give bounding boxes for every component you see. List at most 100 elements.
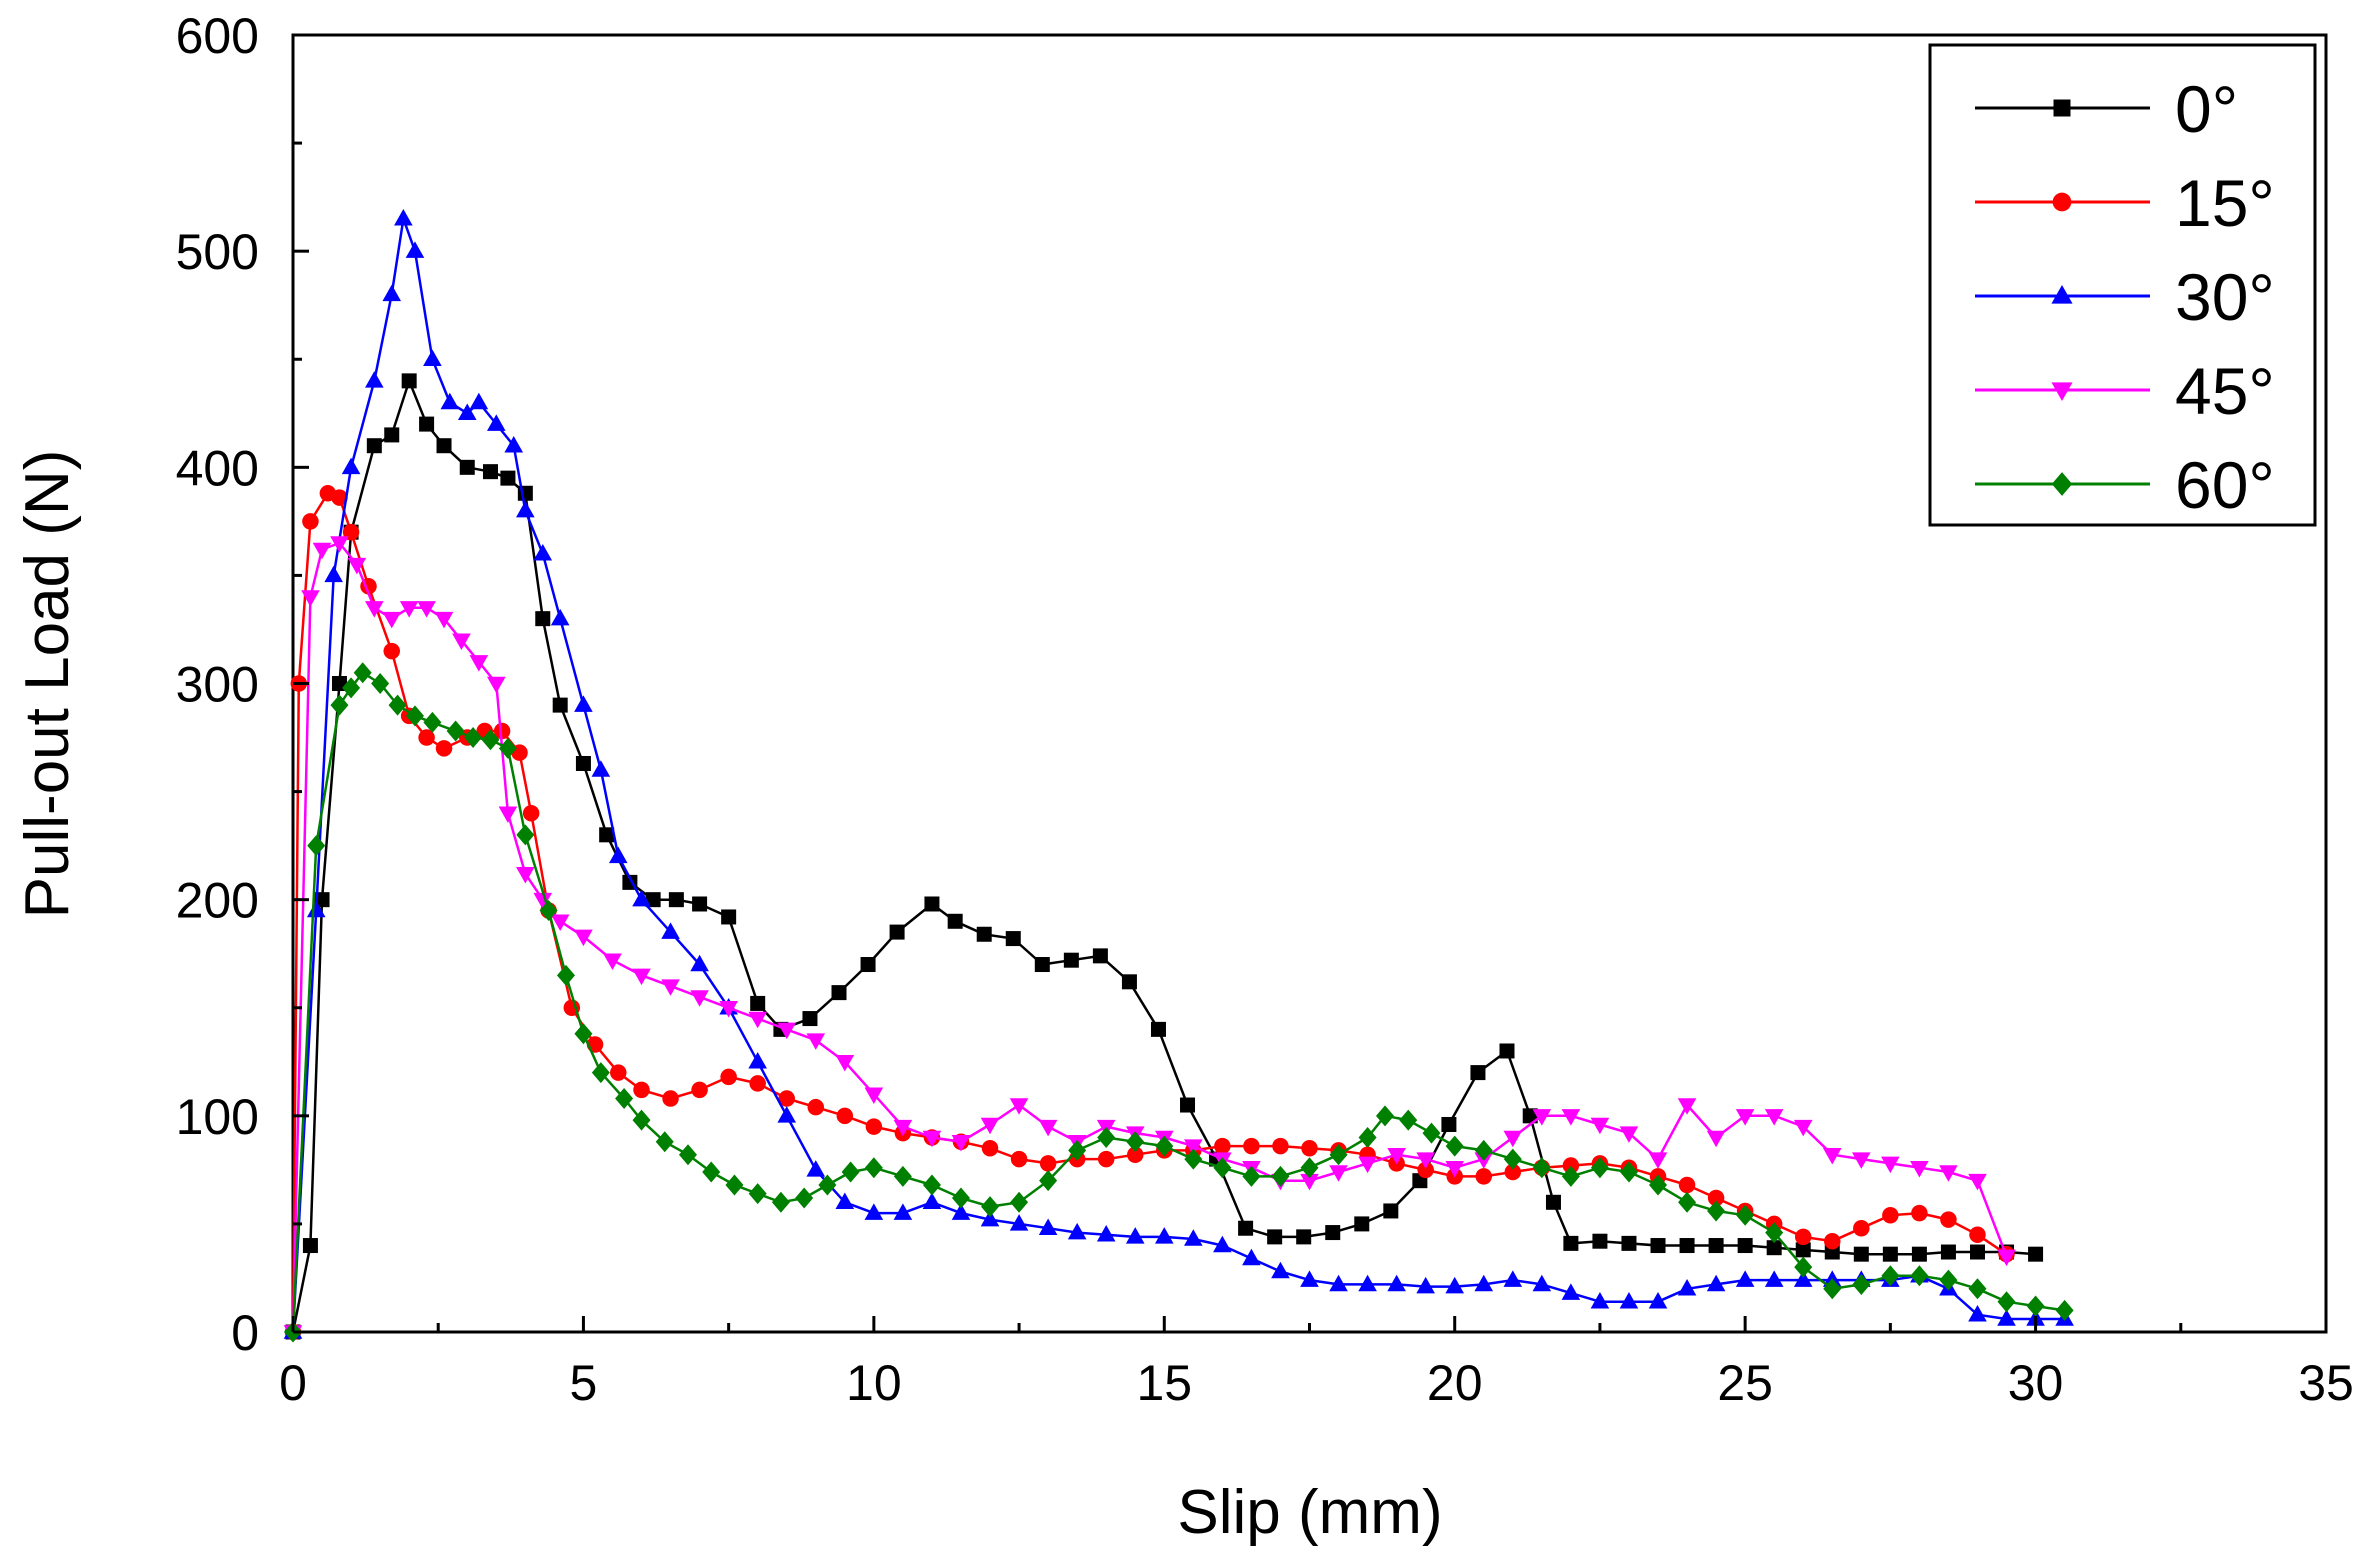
data-point [302,513,319,530]
data-point [1939,1165,1958,1182]
data-point [516,824,535,846]
data-point [1619,1126,1639,1143]
data-point [1911,1246,1927,1262]
data-point [314,892,330,908]
data-point [1009,1214,1029,1231]
data-point [1853,1246,1869,1262]
data-point [1399,1109,1418,1131]
data-point [1545,1194,1561,1210]
data-point [864,1203,884,1220]
data-point [608,846,628,864]
data-point [1940,1211,1957,1228]
data-point [324,565,343,583]
data-point [981,1196,1000,1218]
data-point [1939,1269,1958,1291]
data-point [655,1131,674,1153]
data-point [1383,1203,1399,1219]
data-point [1300,1157,1319,1179]
data-point [835,1192,855,1210]
data-point [1853,1219,1870,1237]
data-point [1590,1157,1609,1179]
data-point [500,470,516,486]
data-point [1329,1144,1348,1166]
data-point [818,1174,837,1196]
data-point [1504,1163,1522,1181]
data-point [1267,1229,1283,1245]
y-tick-label: 0 [231,1305,259,1361]
data-point [469,392,489,410]
data-point [1824,1232,1841,1250]
data-point [1650,1238,1666,1254]
legend-marker [2053,99,2071,117]
data-point [365,371,384,388]
data-point [2055,1299,2074,1321]
data-point [1242,1248,1261,1266]
data-point [301,590,320,607]
data-point [1300,1270,1319,1287]
data-point [2028,1246,2044,1262]
data-point [831,985,847,1001]
data-point [1677,1098,1697,1115]
data-point [382,611,402,629]
data-point [1678,1191,1697,1213]
data-point [498,737,517,759]
data-point [1121,974,1137,990]
data-point [423,349,442,366]
data-point [1499,1043,1515,1059]
data-point [1296,1229,1312,1245]
x-tick-label: 0 [279,1355,307,1411]
data-point [632,889,651,907]
data-point [383,642,400,660]
data-point [1358,1126,1377,1148]
series-group [284,662,2074,1343]
data-point [1213,1235,1232,1253]
data-point [1911,1204,1928,1222]
data-point [1648,1152,1668,1169]
legend: 0° 15° 30° 45° 60° [1928,43,2317,527]
data-point [591,1062,610,1084]
data-point [1010,1150,1028,1168]
data-point [719,1001,738,1018]
data-point [1648,1291,1668,1309]
data-point [1445,1135,1464,1157]
data-point [692,896,708,912]
data-point [889,924,905,940]
x-tick-label: 5 [570,1355,598,1411]
data-point [1416,1152,1435,1169]
data-point [482,464,498,480]
legend-marker [2052,192,2072,212]
x-tick-label: 35 [2298,1355,2354,1411]
data-point [1621,1235,1637,1251]
data-point [1242,1165,1261,1187]
data-point [464,727,483,749]
y-tick-label: 400 [176,440,259,496]
data-point [1092,948,1108,964]
data-point [591,760,611,777]
series-group [283,536,2016,1342]
data-point [446,720,465,742]
data-point [1503,1130,1523,1148]
data-point [575,755,591,771]
data-point [690,990,709,1007]
data-point [1271,1165,1290,1187]
data-point [841,1161,860,1183]
data-point [1067,1222,1087,1240]
data-point [1765,1222,1784,1244]
data-point [1968,1304,1987,1322]
data-point [469,655,489,672]
data-point [865,1118,883,1135]
x-tick-label: 25 [1717,1355,1773,1411]
data-point [806,1160,826,1177]
data-point [1735,1270,1755,1287]
data-point [802,1011,818,1027]
data-point [1445,1276,1465,1294]
y-tick-label: 600 [176,8,259,64]
data-point [1795,1242,1811,1258]
x-axis-title: Slip (mm) [1177,1478,1442,1547]
legend-label: 60° [2175,448,2275,522]
data-point [1180,1097,1196,1113]
data-point [632,1109,651,1131]
data-point [922,1130,942,1148]
legend-marker [2051,472,2073,496]
